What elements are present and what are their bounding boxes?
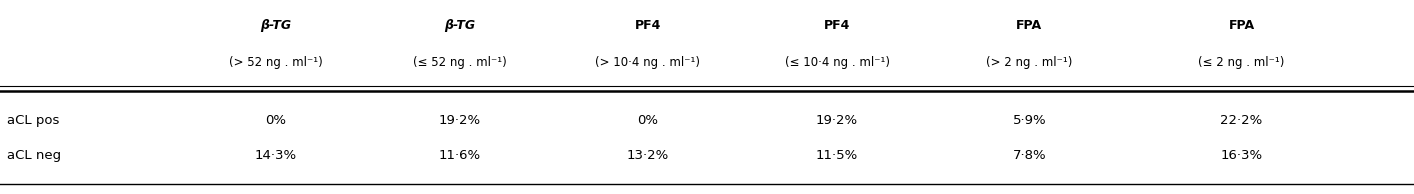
- Text: (≤ 2 ng . ml⁻¹): (≤ 2 ng . ml⁻¹): [1198, 55, 1285, 69]
- Text: 16·3%: 16·3%: [1220, 149, 1263, 162]
- Text: aCL neg: aCL neg: [7, 149, 61, 162]
- Text: (≤ 10·4 ng . ml⁻¹): (≤ 10·4 ng . ml⁻¹): [785, 55, 889, 69]
- Text: 11·6%: 11·6%: [438, 149, 481, 162]
- Text: 7·8%: 7·8%: [1012, 149, 1046, 162]
- Text: PF4: PF4: [635, 19, 660, 32]
- Text: 13·2%: 13·2%: [626, 149, 669, 162]
- Text: β-TG: β-TG: [260, 19, 291, 32]
- Text: β-TG: β-TG: [444, 19, 475, 32]
- Text: 0%: 0%: [266, 114, 286, 127]
- Text: (> 10·4 ng . ml⁻¹): (> 10·4 ng . ml⁻¹): [595, 55, 700, 69]
- Text: 19·2%: 19·2%: [438, 114, 481, 127]
- Text: (≤ 52 ng . ml⁻¹): (≤ 52 ng . ml⁻¹): [413, 55, 506, 69]
- Text: 19·2%: 19·2%: [816, 114, 858, 127]
- Text: 22·2%: 22·2%: [1220, 114, 1263, 127]
- Text: FPA: FPA: [1229, 19, 1254, 32]
- Text: 0%: 0%: [638, 114, 658, 127]
- Text: FPA: FPA: [1017, 19, 1042, 32]
- Text: 14·3%: 14·3%: [255, 149, 297, 162]
- Text: (> 2 ng . ml⁻¹): (> 2 ng . ml⁻¹): [986, 55, 1073, 69]
- Text: 5·9%: 5·9%: [1012, 114, 1046, 127]
- Text: 11·5%: 11·5%: [816, 149, 858, 162]
- Text: (> 52 ng . ml⁻¹): (> 52 ng . ml⁻¹): [229, 55, 322, 69]
- Text: aCL pos: aCL pos: [7, 114, 59, 127]
- Text: PF4: PF4: [824, 19, 850, 32]
